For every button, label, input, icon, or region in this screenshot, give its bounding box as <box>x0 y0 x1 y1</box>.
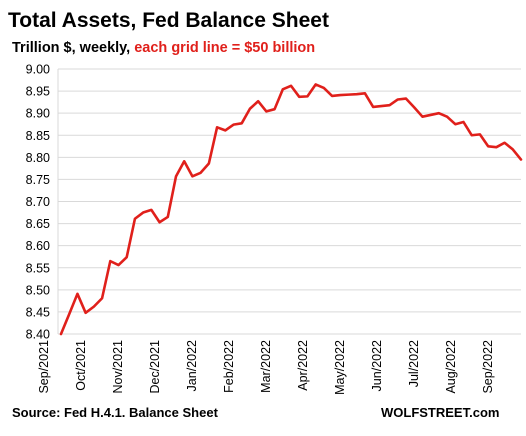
x-tick-label: Nov/2021 <box>111 340 125 394</box>
x-tick-label: Jan/2022 <box>185 340 199 391</box>
y-tick-label: 8.45 <box>26 305 50 319</box>
x-tick-label: Sep/2021 <box>37 340 51 394</box>
y-tick-label: 8.65 <box>26 217 50 231</box>
x-tick-label: Jun/2022 <box>370 340 384 391</box>
y-tick-label: 8.85 <box>26 129 50 143</box>
series-line-0 <box>59 83 523 336</box>
subtitle-units: Trillion $, weekly, <box>12 40 134 56</box>
y-tick-label: 8.60 <box>26 239 50 253</box>
y-tick-label: 8.80 <box>26 151 50 165</box>
series-layer <box>59 83 523 336</box>
x-tick-label: Apr/2022 <box>296 340 310 391</box>
x-tick-label: Mar/2022 <box>259 340 273 393</box>
y-tick-label: 8.55 <box>26 261 50 275</box>
x-tick-label: May/2022 <box>333 340 347 395</box>
x-tick-label: Aug/2022 <box>444 340 458 394</box>
y-axis-ticks: 8.40 8.45 8.50 8.55 8.60 8.65 8.70 8.75 8.80 8.85… <box>26 63 50 342</box>
y-tick-label: 8.40 <box>26 328 50 342</box>
x-tick-label: Feb/2022 <box>222 340 236 393</box>
x-tick-label: Oct/2021 <box>74 340 88 391</box>
y-tick-label: 8.95 <box>26 85 50 99</box>
x-axis-ticks: Sep/2021 Oct/2021 Nov/2021 Dec/2021 Jan/2022… <box>37 340 495 395</box>
source-note: Source: Fed H.4.1. Balance Sheet <box>12 405 219 420</box>
x-tick-label: Sep/2022 <box>481 340 495 394</box>
x-tick-label: Dec/2021 <box>148 340 162 394</box>
brand-label: WOLFSTREET.com <box>381 405 499 420</box>
y-tick-label: 8.70 <box>26 195 50 209</box>
y-tick-label: 8.90 <box>26 107 50 121</box>
y-tick-label: 9.00 <box>26 63 50 77</box>
y-tick-label: 8.50 <box>26 283 50 297</box>
x-tick-label: Jul/2022 <box>407 340 421 387</box>
subtitle-grid-note: each grid line = $50 billion <box>134 40 315 56</box>
gridlines <box>57 68 521 335</box>
chart-subtitle: Trillion $, weekly, each grid line = $50… <box>12 40 315 56</box>
chart-title: Total Assets, Fed Balance Sheet <box>8 9 329 32</box>
y-tick-label: 8.75 <box>26 173 50 187</box>
